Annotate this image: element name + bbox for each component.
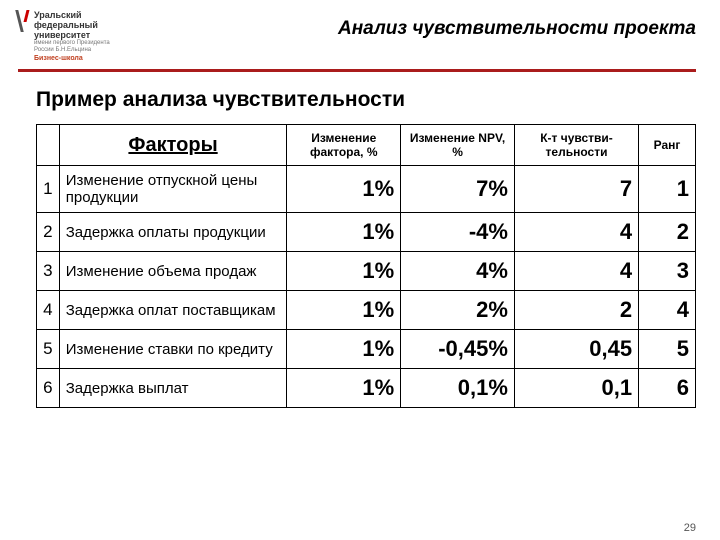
- logo-mark-icon: [18, 10, 28, 37]
- cell-npv: -0,45%: [401, 330, 515, 369]
- logo-line3: университет: [34, 30, 110, 40]
- cell-factor: Изменение объема продаж: [59, 252, 287, 291]
- table-body: 1 Изменение отпускной цены продукции 1% …: [37, 166, 696, 408]
- th-idx: [37, 125, 60, 166]
- table-row: 4 Задержка оплат поставщикам 1% 2% 2 4: [37, 291, 696, 330]
- cell-chg: 1%: [287, 213, 401, 252]
- logo-line1: Уральский: [34, 10, 110, 20]
- cell-factor: Задержка оплаты продукции: [59, 213, 287, 252]
- cell-factor: Изменение отпускной цены продукции: [59, 166, 287, 213]
- cell-rank: 6: [639, 369, 696, 408]
- cell-idx: 4: [37, 291, 60, 330]
- th-sens: К-т чувстви- тельности: [514, 125, 638, 166]
- th-factor: Факторы: [59, 125, 287, 166]
- cell-idx: 5: [37, 330, 60, 369]
- cell-factor: Задержка выплат: [59, 369, 287, 408]
- cell-idx: 1: [37, 166, 60, 213]
- cell-chg: 1%: [287, 252, 401, 291]
- logo-text: Уральский федеральный университет имени …: [34, 10, 110, 63]
- cell-idx: 3: [37, 252, 60, 291]
- cell-chg: 1%: [287, 291, 401, 330]
- table-row: 3 Изменение объема продаж 1% 4% 4 3: [37, 252, 696, 291]
- cell-sens: 7: [514, 166, 638, 213]
- cell-sens: 2: [514, 291, 638, 330]
- logo-school: Бизнес-школа: [34, 55, 110, 63]
- cell-rank: 4: [639, 291, 696, 330]
- cell-factor: Задержка оплат поставщикам: [59, 291, 287, 330]
- subtitle: Пример анализа чувствительности: [36, 88, 720, 112]
- cell-idx: 6: [37, 369, 60, 408]
- table-row: 2 Задержка оплаты продукции 1% -4% 4 2: [37, 213, 696, 252]
- cell-idx: 2: [37, 213, 60, 252]
- cell-chg: 1%: [287, 166, 401, 213]
- cell-sens: 0,45: [514, 330, 638, 369]
- cell-factor: Изменение ставки по кредиту: [59, 330, 287, 369]
- cell-npv: 0,1%: [401, 369, 515, 408]
- cell-chg: 1%: [287, 330, 401, 369]
- cell-sens: 4: [514, 213, 638, 252]
- cell-rank: 3: [639, 252, 696, 291]
- cell-rank: 5: [639, 330, 696, 369]
- table-row: 6 Задержка выплат 1% 0,1% 0,1 6: [37, 369, 696, 408]
- cell-npv: -4%: [401, 213, 515, 252]
- table-header-row: Факторы Изменение фактора, % Изменение N…: [37, 125, 696, 166]
- table-row: 5 Изменение ставки по кредиту 1% -0,45% …: [37, 330, 696, 369]
- logo-line2: федеральный: [34, 20, 110, 30]
- cell-npv: 2%: [401, 291, 515, 330]
- page-number: 29: [684, 522, 696, 534]
- cell-chg: 1%: [287, 369, 401, 408]
- cell-sens: 4: [514, 252, 638, 291]
- logo-sub1: имени первого Президента: [34, 40, 110, 47]
- cell-rank: 2: [639, 213, 696, 252]
- cell-npv: 7%: [401, 166, 515, 213]
- cell-npv: 4%: [401, 252, 515, 291]
- header-rule: [18, 69, 696, 72]
- sensitivity-table: Факторы Изменение фактора, % Изменение N…: [36, 124, 696, 408]
- th-change-npv: Изменение NPV, %: [401, 125, 515, 166]
- table-row: 1 Изменение отпускной цены продукции 1% …: [37, 166, 696, 213]
- logo-sub2: России Б.Н.Ельцина: [34, 47, 110, 54]
- slide: Уральский федеральный университет имени …: [0, 0, 720, 540]
- slide-title: Анализ чувствительности проекта: [338, 18, 696, 40]
- th-rank: Ранг: [639, 125, 696, 166]
- cell-rank: 1: [639, 166, 696, 213]
- th-change-factor: Изменение фактора, %: [287, 125, 401, 166]
- cell-sens: 0,1: [514, 369, 638, 408]
- header: Уральский федеральный университет имени …: [0, 0, 720, 65]
